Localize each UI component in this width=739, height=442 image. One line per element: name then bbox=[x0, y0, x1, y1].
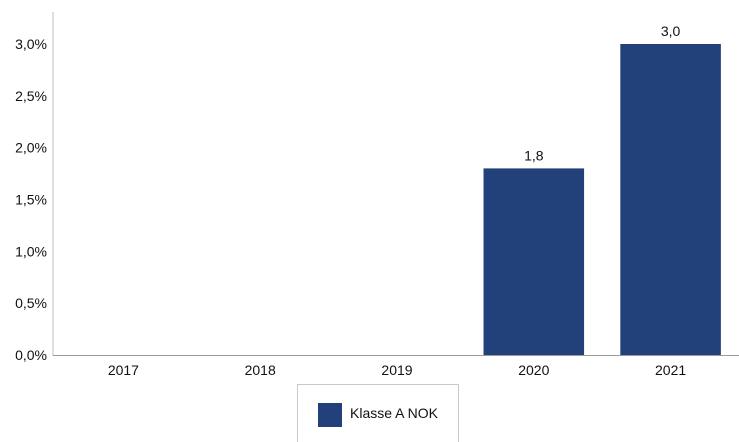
bar-2021 bbox=[620, 44, 721, 355]
x-tick-label: 2017 bbox=[108, 362, 139, 378]
x-tick-label: 2021 bbox=[655, 362, 686, 378]
y-tick-label: 3,0% bbox=[15, 36, 47, 52]
legend-label: Klasse A NOK bbox=[350, 405, 438, 421]
x-tick-label: 2018 bbox=[245, 362, 276, 378]
legend-swatch bbox=[318, 403, 342, 427]
data-label-2021: 3,0 bbox=[661, 23, 681, 39]
y-tick-label: 1,5% bbox=[15, 192, 47, 208]
data-label-2020: 1,8 bbox=[524, 147, 544, 163]
data-labels: 1,8 3,0 bbox=[524, 23, 680, 163]
bars bbox=[483, 44, 721, 355]
y-axis-ticks: 0,0% 0,5% 1,0% 1,5% 2,0% 2,5% 3,0% bbox=[15, 36, 47, 363]
y-tick-label: 0,0% bbox=[15, 347, 47, 363]
bar-2020 bbox=[483, 168, 585, 355]
x-tick-label: 2019 bbox=[381, 362, 412, 378]
y-tick-label: 0,5% bbox=[15, 295, 47, 311]
y-tick-label: 2,0% bbox=[15, 140, 47, 156]
x-tick-label: 2020 bbox=[518, 362, 549, 378]
x-axis-ticks: 2017 2018 2019 2020 2021 bbox=[108, 362, 687, 378]
legend: Klasse A NOK bbox=[297, 384, 459, 442]
y-tick-label: 2,5% bbox=[15, 88, 47, 104]
y-tick-label: 1,0% bbox=[15, 243, 47, 259]
